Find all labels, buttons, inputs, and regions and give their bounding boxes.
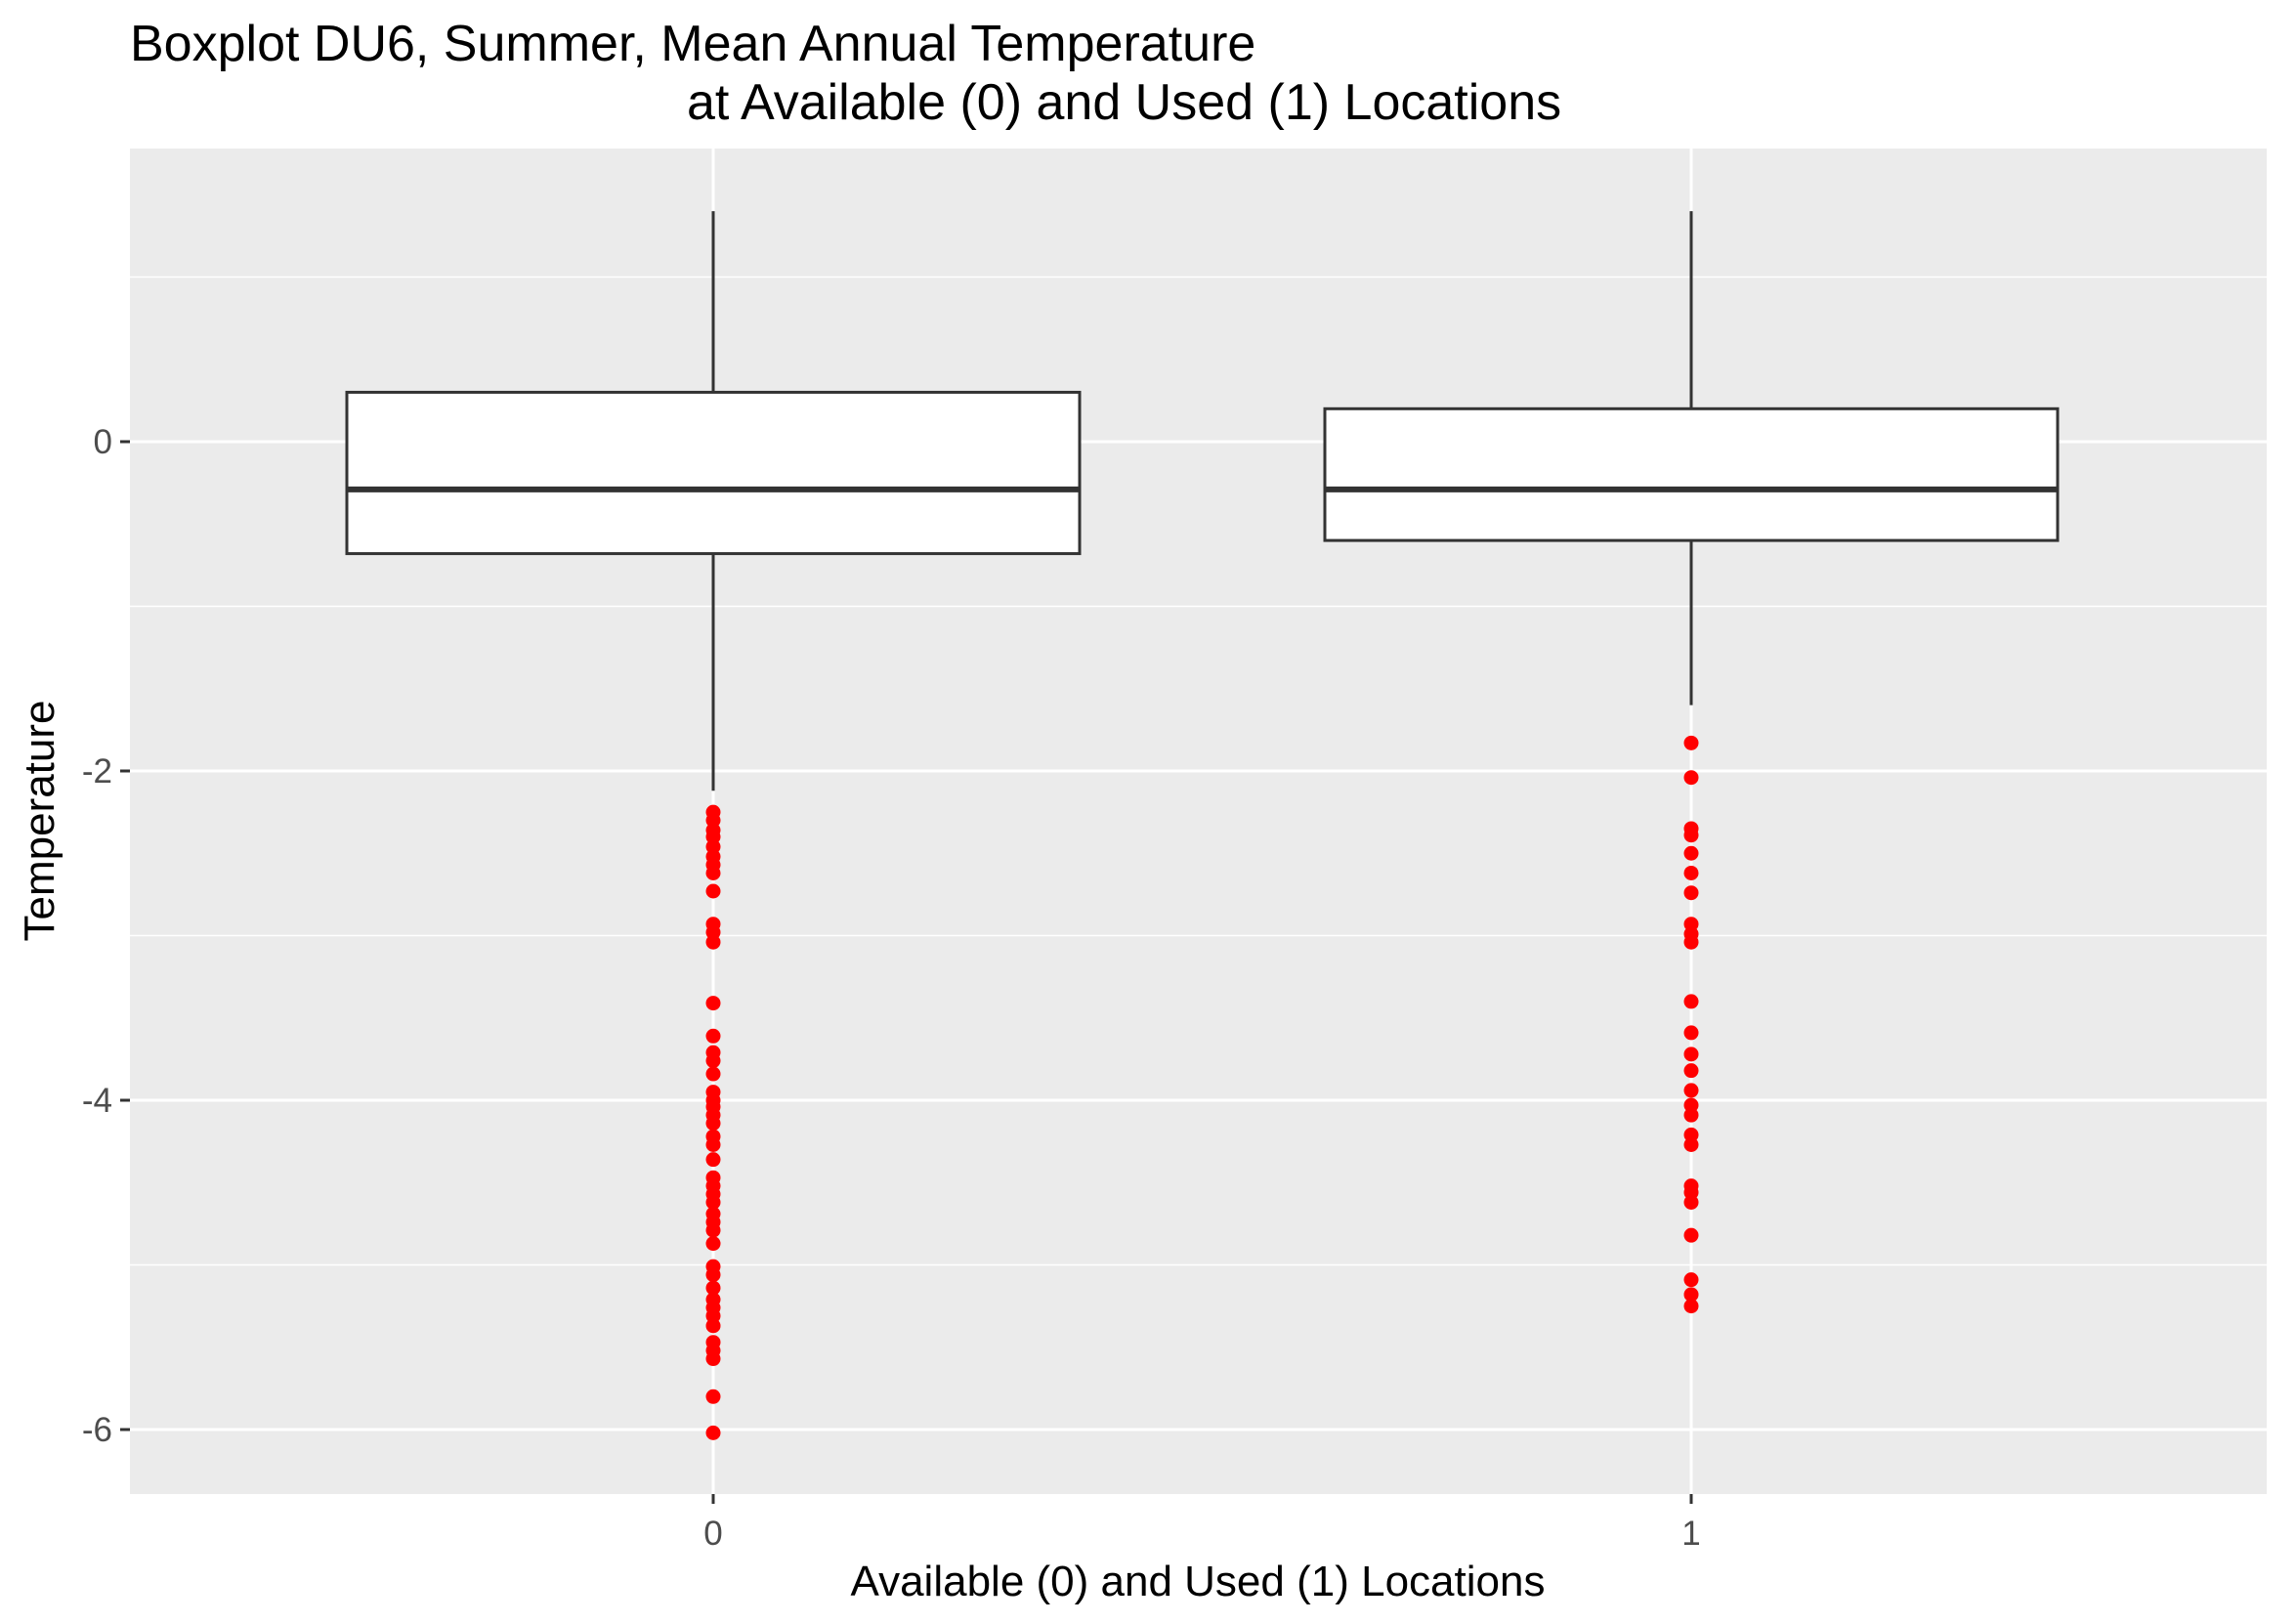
outlier-point	[705, 1280, 721, 1296]
iqr-box	[1323, 406, 2060, 542]
plot-panel	[130, 149, 2267, 1494]
y-tick-label: 0	[94, 423, 112, 461]
y-tick-label: -4	[82, 1082, 112, 1120]
y-tick-label: -2	[82, 752, 112, 791]
iqr-box	[345, 390, 1082, 556]
outlier-point	[705, 1028, 721, 1044]
outlier-point	[705, 1152, 721, 1168]
outlier-point	[1683, 865, 1699, 880]
outlier-point	[1683, 1083, 1699, 1098]
outlier-point	[1683, 885, 1699, 901]
chart-title-line-1: Boxplot DU6, Summer, Mean Annual Tempera…	[130, 16, 1255, 72]
outlier-point	[705, 934, 721, 950]
outlier-point	[1683, 1025, 1699, 1041]
outlier-point	[1683, 1227, 1699, 1243]
outlier-point	[1683, 1194, 1699, 1210]
outlier-point	[1683, 1136, 1699, 1152]
outlier-point	[705, 1389, 721, 1404]
outlier-point	[1683, 934, 1699, 950]
y-axis: 0 -2 -4 -6	[82, 423, 130, 1449]
x-axis-title: Available (0) and Used (1) Locations	[851, 1558, 1546, 1605]
y-tick-label: -6	[82, 1411, 112, 1449]
outlier-point	[705, 1116, 721, 1132]
outlier-point	[1683, 994, 1699, 1009]
outlier-point	[705, 883, 721, 899]
boxes-layer	[345, 211, 2060, 1440]
outlier-point	[1683, 1063, 1699, 1079]
outlier-point	[705, 1136, 721, 1152]
outlier-point	[1683, 1047, 1699, 1062]
outlier-point	[1683, 1287, 1699, 1303]
outlier-point	[705, 1351, 721, 1367]
outlier-point	[705, 996, 721, 1011]
outlier-point	[705, 1066, 721, 1082]
outlier-point	[1683, 1272, 1699, 1288]
outlier-point	[705, 1194, 721, 1210]
y-axis-title: Temperature	[16, 700, 64, 941]
outlier-point	[705, 1236, 721, 1252]
outlier-point	[1683, 770, 1699, 786]
x-tick-label: 1	[1681, 1515, 1700, 1553]
outlier-point	[1683, 735, 1699, 750]
outlier-point	[1683, 1107, 1699, 1123]
outlier-point	[705, 865, 721, 880]
outlier-point	[705, 1222, 721, 1238]
outlier-point	[1683, 845, 1699, 861]
chart-title-line-2: at Available (0) and Used (1) Locations	[687, 74, 1561, 131]
x-tick-label: 0	[703, 1515, 722, 1553]
box-group-0	[345, 211, 1082, 1440]
outlier-point	[1683, 828, 1699, 843]
outlier-point	[705, 1267, 721, 1283]
outlier-point	[705, 1053, 721, 1069]
box-group-1	[1323, 211, 2060, 1314]
outlier-point	[705, 1318, 721, 1334]
outlier-point	[1683, 1299, 1699, 1314]
outlier-point	[705, 1425, 721, 1440]
